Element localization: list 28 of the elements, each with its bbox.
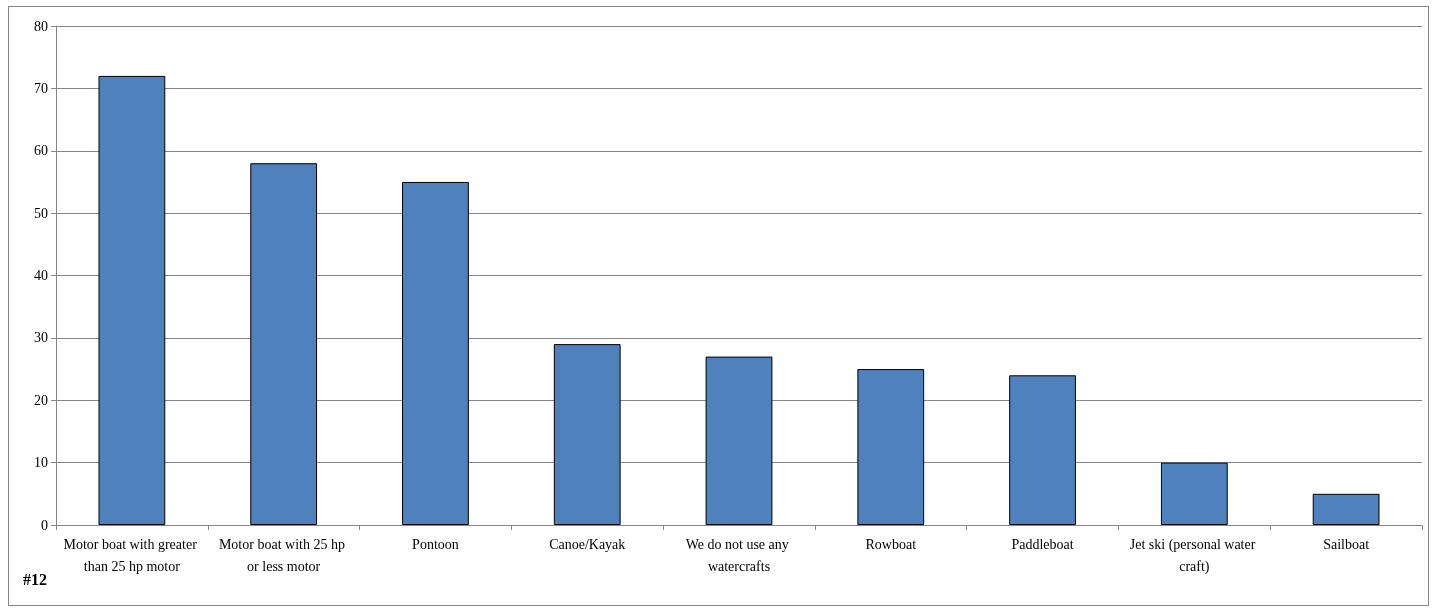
x-tick-label: Paddleboat <box>1011 536 1074 552</box>
x-tick-label: Rowboat <box>865 536 917 552</box>
x-tick-label: Sailboat <box>1323 536 1370 552</box>
x-tick-label: We do not use any watercrafts <box>685 536 793 574</box>
x-tick-label: Jet ski (personal water craft) <box>1129 536 1259 575</box>
bar <box>98 75 166 525</box>
text: #12 <box>23 570 47 588</box>
y-tick-label: 20 <box>34 392 48 408</box>
bar <box>705 356 773 525</box>
bar <box>1312 493 1380 525</box>
bar <box>553 344 621 525</box>
bar <box>1009 375 1076 525</box>
bar <box>250 163 318 525</box>
y-tick-label: 10 <box>34 455 48 471</box>
x-tick-label: Motor boat with 25 hp or less motor <box>218 536 349 574</box>
y-tick-label: 0 <box>41 517 48 533</box>
x-tick-label: Canoe/Kayak <box>549 536 626 552</box>
y-tick-label: 40 <box>34 268 48 283</box>
y-tick-label: 30 <box>34 330 48 346</box>
y-tick-label: 80 <box>34 18 48 34</box>
y-tick-label: 50 <box>34 205 48 221</box>
bar <box>1160 462 1228 525</box>
x-tick-label: Motor boat with greater than 25 hp motor <box>63 536 201 574</box>
y-tick-label: 60 <box>34 143 48 159</box>
bar <box>402 181 469 525</box>
x-tick-label: Pontoon <box>412 536 459 552</box>
y-tick-label: 70 <box>34 80 48 96</box>
bar <box>857 369 925 525</box>
